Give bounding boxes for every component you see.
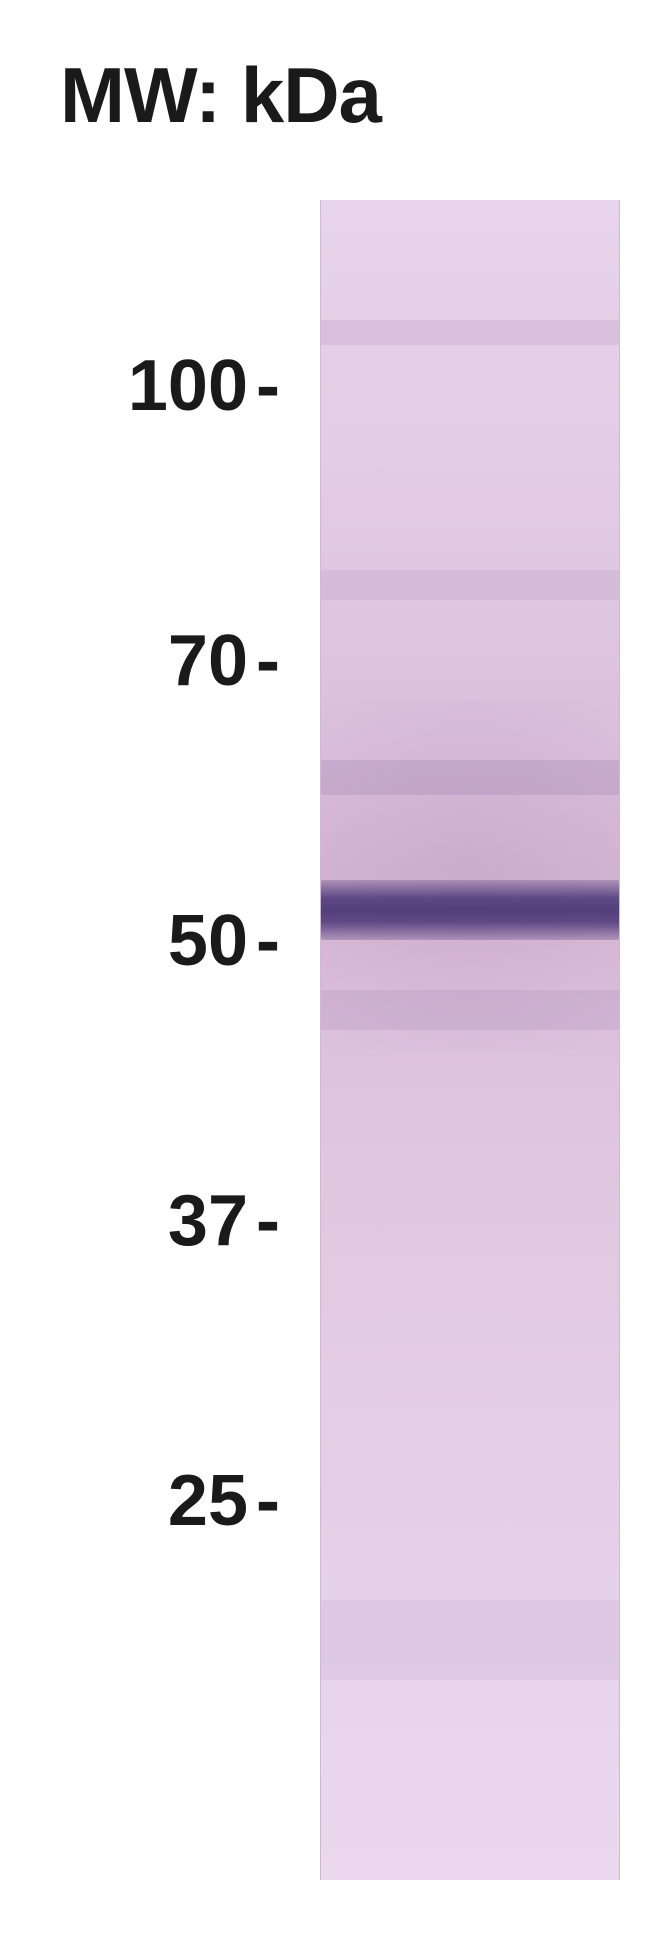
- mw-marker-value: 100: [128, 346, 248, 426]
- faint-band-1: [321, 320, 619, 345]
- mw-marker-25: 25-: [60, 1460, 280, 1542]
- faint-band-2: [321, 570, 619, 600]
- mw-marker-tick: -: [256, 620, 280, 702]
- faint-band-4: [321, 990, 619, 1030]
- mw-marker-70: 70-: [60, 620, 280, 702]
- faint-band-3: [321, 760, 619, 795]
- main-band: [321, 880, 619, 940]
- blot-lane: [320, 200, 620, 1880]
- western-blot-figure: MW: kDa 100-70-50-37-25-: [0, 0, 650, 1943]
- molecular-weight-title: MW: kDa: [60, 50, 381, 141]
- mw-marker-50: 50-: [60, 900, 280, 982]
- mw-marker-37: 37-: [60, 1180, 280, 1262]
- mw-marker-tick: -: [256, 345, 280, 427]
- mw-marker-value: 70: [168, 621, 248, 701]
- mw-marker-value: 50: [168, 901, 248, 981]
- mw-marker-value: 25: [168, 1461, 248, 1541]
- mw-marker-tick: -: [256, 1180, 280, 1262]
- mw-marker-tick: -: [256, 1460, 280, 1542]
- mw-marker-100: 100-: [60, 345, 280, 427]
- faint-band-5: [321, 1600, 619, 1680]
- mw-marker-tick: -: [256, 900, 280, 982]
- mw-marker-value: 37: [168, 1181, 248, 1261]
